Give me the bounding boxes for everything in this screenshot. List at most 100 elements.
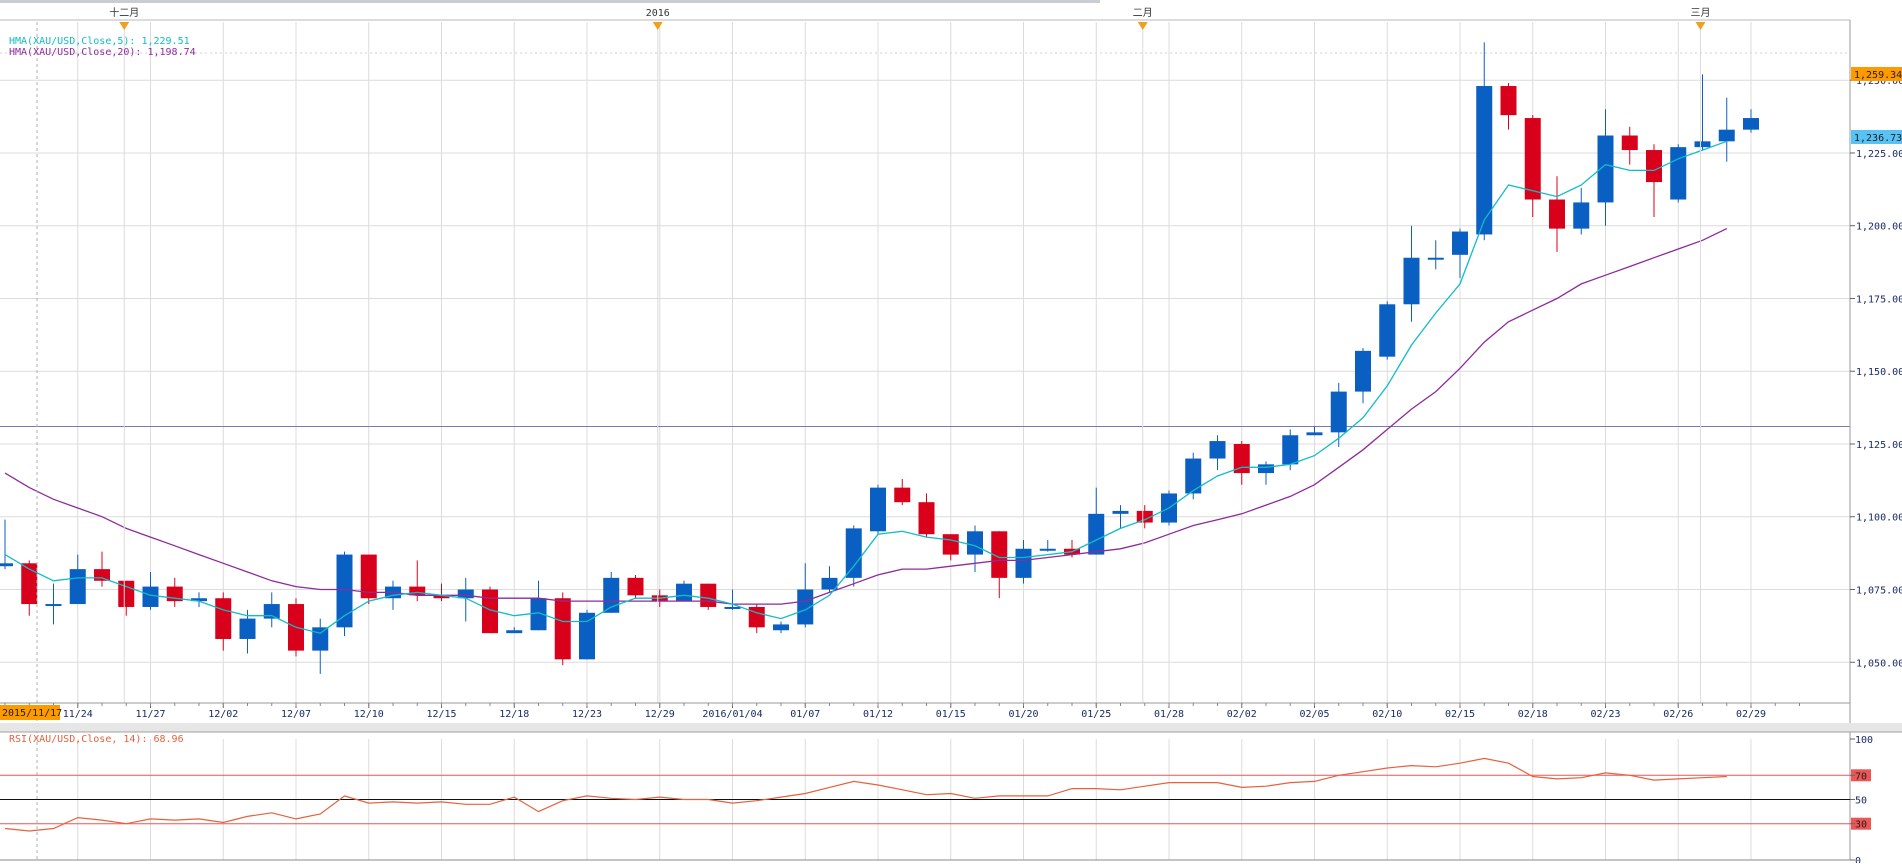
date-tick-label: 2016/01/04 <box>702 709 762 720</box>
candle-body <box>239 618 256 639</box>
cursor-date-badge <box>0 705 60 720</box>
scroll-thumb[interactable] <box>0 0 1100 3</box>
candle-body <box>1621 135 1638 151</box>
candlestick-series <box>0 42 1759 674</box>
candle-body <box>94 569 110 581</box>
hma20-legend[interactable]: HMA(XAU/USD,Close,20): 1,198.74 <box>9 47 196 58</box>
rsi-legend[interactable]: RSI(XAU/USD,Close, 14): 68.96 <box>9 734 184 745</box>
candle-body <box>627 577 644 596</box>
top-time-axis-bar <box>0 0 1850 20</box>
panel-separator[interactable] <box>0 723 1902 732</box>
candle-body <box>773 624 789 631</box>
price-tick-label: 1,200.00 <box>1856 222 1902 233</box>
candle-body <box>1524 118 1541 200</box>
candle-body <box>918 502 935 535</box>
candle-body <box>433 595 450 599</box>
price-plot-area <box>0 22 1850 703</box>
candle-body <box>0 563 13 567</box>
date-tick-label: 02/26 <box>1663 709 1693 720</box>
date-tick-label: 02/23 <box>1590 709 1620 720</box>
last-price-badge-text: 1,236.73 <box>1854 133 1902 144</box>
date-tick-label: 01/15 <box>936 709 966 720</box>
candle-body <box>603 577 620 613</box>
candle-body <box>360 554 377 599</box>
top-axis-label: 二月 <box>1133 7 1153 19</box>
price-tick-label: 1,125.00 <box>1856 440 1902 451</box>
date-tick-label: 01/07 <box>790 709 820 720</box>
rsi-axis: 0 30 50 70 100 <box>1850 735 1873 867</box>
candle-body <box>1112 510 1129 514</box>
candle-body <box>1427 257 1444 260</box>
candle-body <box>1670 147 1687 200</box>
candle-body <box>870 487 886 532</box>
price-panel[interactable] <box>0 22 1850 703</box>
candle-body <box>45 604 62 607</box>
rsi-band-badge <box>1851 769 1871 782</box>
candle-body <box>1039 548 1056 551</box>
rsi-tick-label: 0 <box>1855 856 1861 863</box>
date-tick-label: 11/27 <box>135 709 165 720</box>
candle-body <box>1452 231 1468 255</box>
candle-body <box>1573 202 1590 229</box>
candle-body <box>967 531 983 555</box>
candle-body <box>1209 441 1226 459</box>
date-tick-label: 01/28 <box>1154 709 1184 720</box>
price-tick-label: 1,050.00 <box>1856 658 1902 669</box>
date-tick-label: 12/23 <box>572 709 602 720</box>
date-tick-label: 12/29 <box>645 709 675 720</box>
month-marker-triangle <box>119 22 130 30</box>
candle-body <box>894 487 911 503</box>
date-tick-label: 01/25 <box>1081 709 1111 720</box>
date-tick-label: 01/20 <box>1008 709 1038 720</box>
candle-body <box>1306 432 1323 436</box>
rsi-panel[interactable]: 0 30 50 70 100 <box>0 735 1873 867</box>
candle-body <box>1015 548 1032 578</box>
candle-body <box>409 586 426 596</box>
candle-body <box>700 583 717 607</box>
candle-body <box>1646 150 1662 183</box>
candle-body <box>1379 304 1396 357</box>
candle-body <box>118 580 135 607</box>
candle-body <box>991 531 1008 578</box>
top-month-axis: 十二月 2016 二月 三月 <box>109 6 1711 703</box>
candle-body <box>1258 464 1274 474</box>
rsi-line <box>4 757 1727 832</box>
top-axis-label: 三月 <box>1691 7 1711 19</box>
hma20-line <box>4 228 1728 605</box>
candle-body <box>1718 129 1735 142</box>
candle-body <box>1597 135 1614 203</box>
candle-body <box>1088 513 1105 555</box>
candle-body <box>797 589 814 625</box>
candle-body <box>530 598 547 631</box>
price-axis-area <box>1850 20 1902 704</box>
top-axis-label: 2016 <box>646 8 670 19</box>
month-marker-triangle <box>1137 22 1148 30</box>
candle-body <box>1476 86 1493 235</box>
candle-body <box>1500 86 1517 116</box>
date-tick-label: 12/02 <box>208 709 238 720</box>
date-tick-label: 02/15 <box>1445 709 1475 720</box>
rsi-tick-label: 30 <box>1855 820 1867 831</box>
candle-body <box>1403 257 1420 305</box>
candle-body <box>506 630 523 634</box>
candle-body <box>676 583 692 602</box>
month-marker-triangle <box>1695 22 1706 30</box>
high-price-badge <box>1851 67 1902 81</box>
candle-body <box>142 586 159 607</box>
candle-body <box>1185 458 1202 494</box>
candle-body <box>1355 350 1371 392</box>
price-tick-label: 1,100.00 <box>1856 513 1902 524</box>
date-tick-label: 02/18 <box>1518 709 1548 720</box>
candle-body <box>821 577 838 590</box>
price-axis[interactable]: 1,050.00 1,075.00 1,100.00 1,125.00 1,150.00… <box>1850 76 1902 669</box>
date-tick-label: 02/02 <box>1227 709 1257 720</box>
price-tick-label: 1,150.00 <box>1856 367 1902 378</box>
hma5-legend[interactable]: HMA(XAU/USD,Close,5): 1,229.51 <box>9 36 190 47</box>
date-axis[interactable]: 11/24 11/27 12/02 12/07 12/10 12/15 12/18 12/23… <box>4 703 1800 720</box>
candle-body <box>312 627 329 651</box>
candle-body <box>1233 443 1250 474</box>
candle-body <box>579 612 595 660</box>
price-tick-label: 1,175.00 <box>1856 294 1902 305</box>
